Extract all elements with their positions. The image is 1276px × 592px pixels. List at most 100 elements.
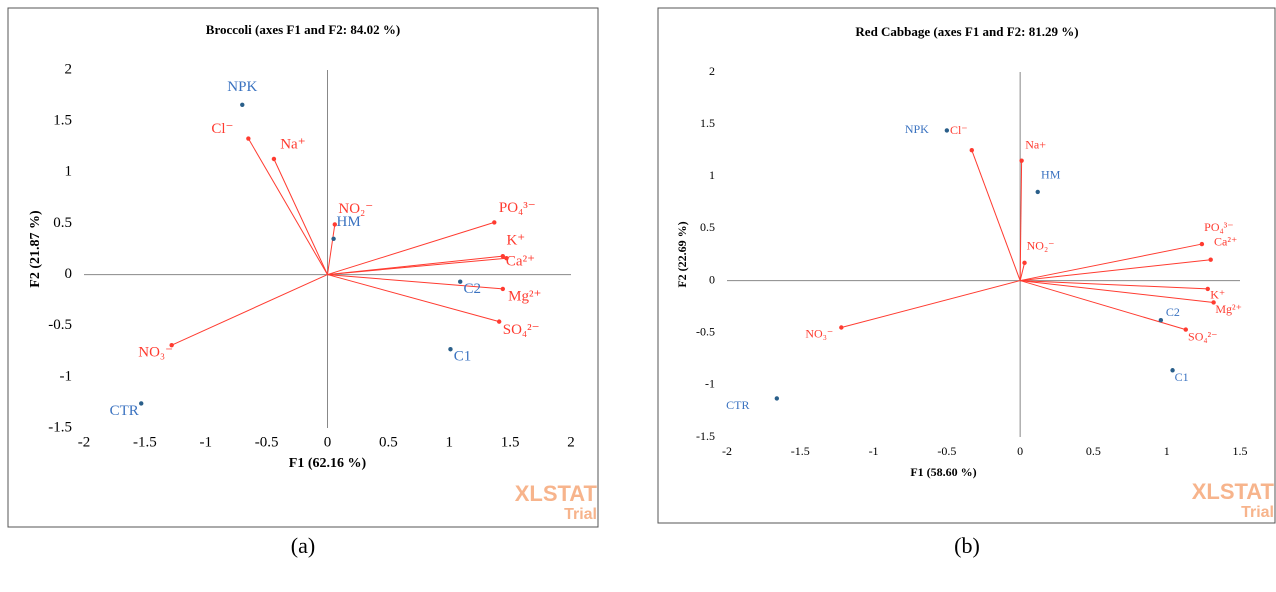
x-tick-label: -1 [869, 444, 879, 458]
y-tick-label: 0.5 [700, 220, 715, 234]
loading-vector [247, 138, 328, 275]
y-tick-label: 2 [709, 64, 715, 78]
observation-label: NPK [905, 122, 929, 136]
variable-point [246, 136, 251, 141]
panel-border [7, 7, 599, 528]
x-tick-label: 1 [1164, 444, 1170, 458]
variable-label: Ca²⁺ [1214, 234, 1237, 248]
x-tick-label: 1 [446, 434, 454, 450]
x-tick-label: 0 [1017, 444, 1023, 458]
x-tick-label: 0 [324, 434, 332, 450]
variable-label: K⁺ [506, 233, 525, 249]
variable-label: NO₃⁻ [805, 326, 833, 340]
loading-vector [1020, 243, 1202, 282]
observation-label: C2 [1166, 305, 1180, 319]
observation-point [1170, 368, 1175, 373]
observation-label: NPK [227, 79, 257, 95]
observation-label: C2 [463, 281, 481, 297]
observation-point [1035, 189, 1040, 195]
variable-label: Cl⁻ [950, 123, 968, 137]
variable-point [1022, 260, 1027, 266]
variable-point [332, 222, 338, 227]
loading-vector [1020, 259, 1211, 282]
x-tick-label: -2 [722, 444, 732, 458]
y-tick-label: -0.5 [48, 317, 72, 333]
y-tick-label: 1 [709, 168, 715, 182]
x-tick-label: 1.5 [1233, 444, 1248, 458]
figure-caption: (a) [291, 533, 315, 558]
variable-point [492, 220, 497, 225]
loading-vector [327, 274, 503, 290]
variable-point [504, 256, 509, 261]
variable-label: Ca²⁺ [506, 254, 535, 270]
y-tick-label: 0.5 [53, 215, 72, 231]
x-tick-label: -1.5 [133, 434, 157, 450]
loading-vector [841, 280, 1021, 328]
x-axis-label: F1 (58.60 %) [910, 465, 976, 479]
y-tick-label: -1.5 [696, 429, 715, 443]
x-tick-label: -2 [78, 434, 91, 450]
x-tick-label: -1 [200, 434, 213, 450]
watermark: Trial [1241, 504, 1274, 521]
observation-label: CTR [726, 398, 749, 412]
loading-vector [327, 274, 500, 323]
variable-point [1183, 327, 1188, 332]
observation-label: C1 [454, 349, 472, 365]
observation-point [1158, 318, 1164, 323]
y-tick-label: 1.5 [700, 116, 715, 130]
x-tick-label: -0.5 [255, 434, 279, 450]
figure-caption: (b) [954, 533, 980, 558]
y-tick-label: -1.5 [48, 419, 72, 435]
observation-point [944, 128, 950, 133]
loading-vector [327, 224, 336, 275]
loading-vector [1019, 160, 1023, 281]
x-tick-label: 0.5 [1086, 444, 1101, 458]
observation-point [774, 396, 780, 401]
variable-point [500, 286, 506, 292]
y-tick-label: -0.5 [696, 324, 715, 338]
loading-vector [327, 257, 507, 276]
observation-label: C1 [1175, 370, 1189, 384]
y-tick-label: 0 [709, 272, 715, 286]
chart-title: Red Cabbage (axes F1 and F2: 81.29 %) [855, 24, 1078, 39]
variable-point [1208, 257, 1213, 262]
y-tick-label: 1.5 [53, 113, 72, 129]
variable-point [1211, 300, 1216, 305]
x-tick-label: 0.5 [379, 434, 398, 450]
observation-label: CTR [110, 403, 139, 419]
observation-point [331, 236, 336, 241]
variable-label: K⁺ [1210, 288, 1225, 302]
variable-label: SO₄²⁻ [503, 322, 540, 338]
variable-point [500, 253, 506, 259]
x-axis-label: F1 (62.16 %) [289, 456, 367, 471]
chart-title: Broccoli (axes F1 and F2: 84.02 %) [206, 22, 400, 37]
loading-vector [1020, 280, 1186, 331]
x-tick-label: 1.5 [501, 434, 520, 450]
observation-label: HM [1041, 168, 1061, 182]
y-axis-label: F2 (22.69 %) [675, 221, 689, 287]
watermark: XLSTAT [515, 481, 598, 506]
variable-point [1205, 286, 1210, 292]
variable-label: Na⁺ [280, 136, 305, 152]
observation-point [139, 401, 144, 406]
y-tick-label: -1 [705, 377, 715, 391]
variable-label: NO₂⁻ [338, 201, 373, 217]
observation-point [240, 102, 245, 107]
y-axis-label: F2 (21.87 %) [28, 210, 43, 288]
variable-label: Cl⁻ [211, 121, 233, 137]
watermark: Trial [564, 506, 597, 523]
variable-point [169, 342, 174, 348]
loading-vector [171, 274, 328, 346]
loading-vector [971, 150, 1021, 281]
x-tick-label: -0.5 [937, 444, 956, 458]
x-tick-label: -1.5 [791, 444, 810, 458]
watermark: XLSTAT [1192, 479, 1275, 504]
loading-vector [1019, 262, 1026, 281]
variable-point [271, 156, 277, 162]
loading-vector [327, 221, 495, 276]
variable-label: NO₂⁻ [1027, 239, 1055, 253]
variable-label: Mg²⁺ [508, 288, 541, 304]
variable-point [496, 319, 502, 324]
y-tick-label: 1 [65, 164, 73, 180]
